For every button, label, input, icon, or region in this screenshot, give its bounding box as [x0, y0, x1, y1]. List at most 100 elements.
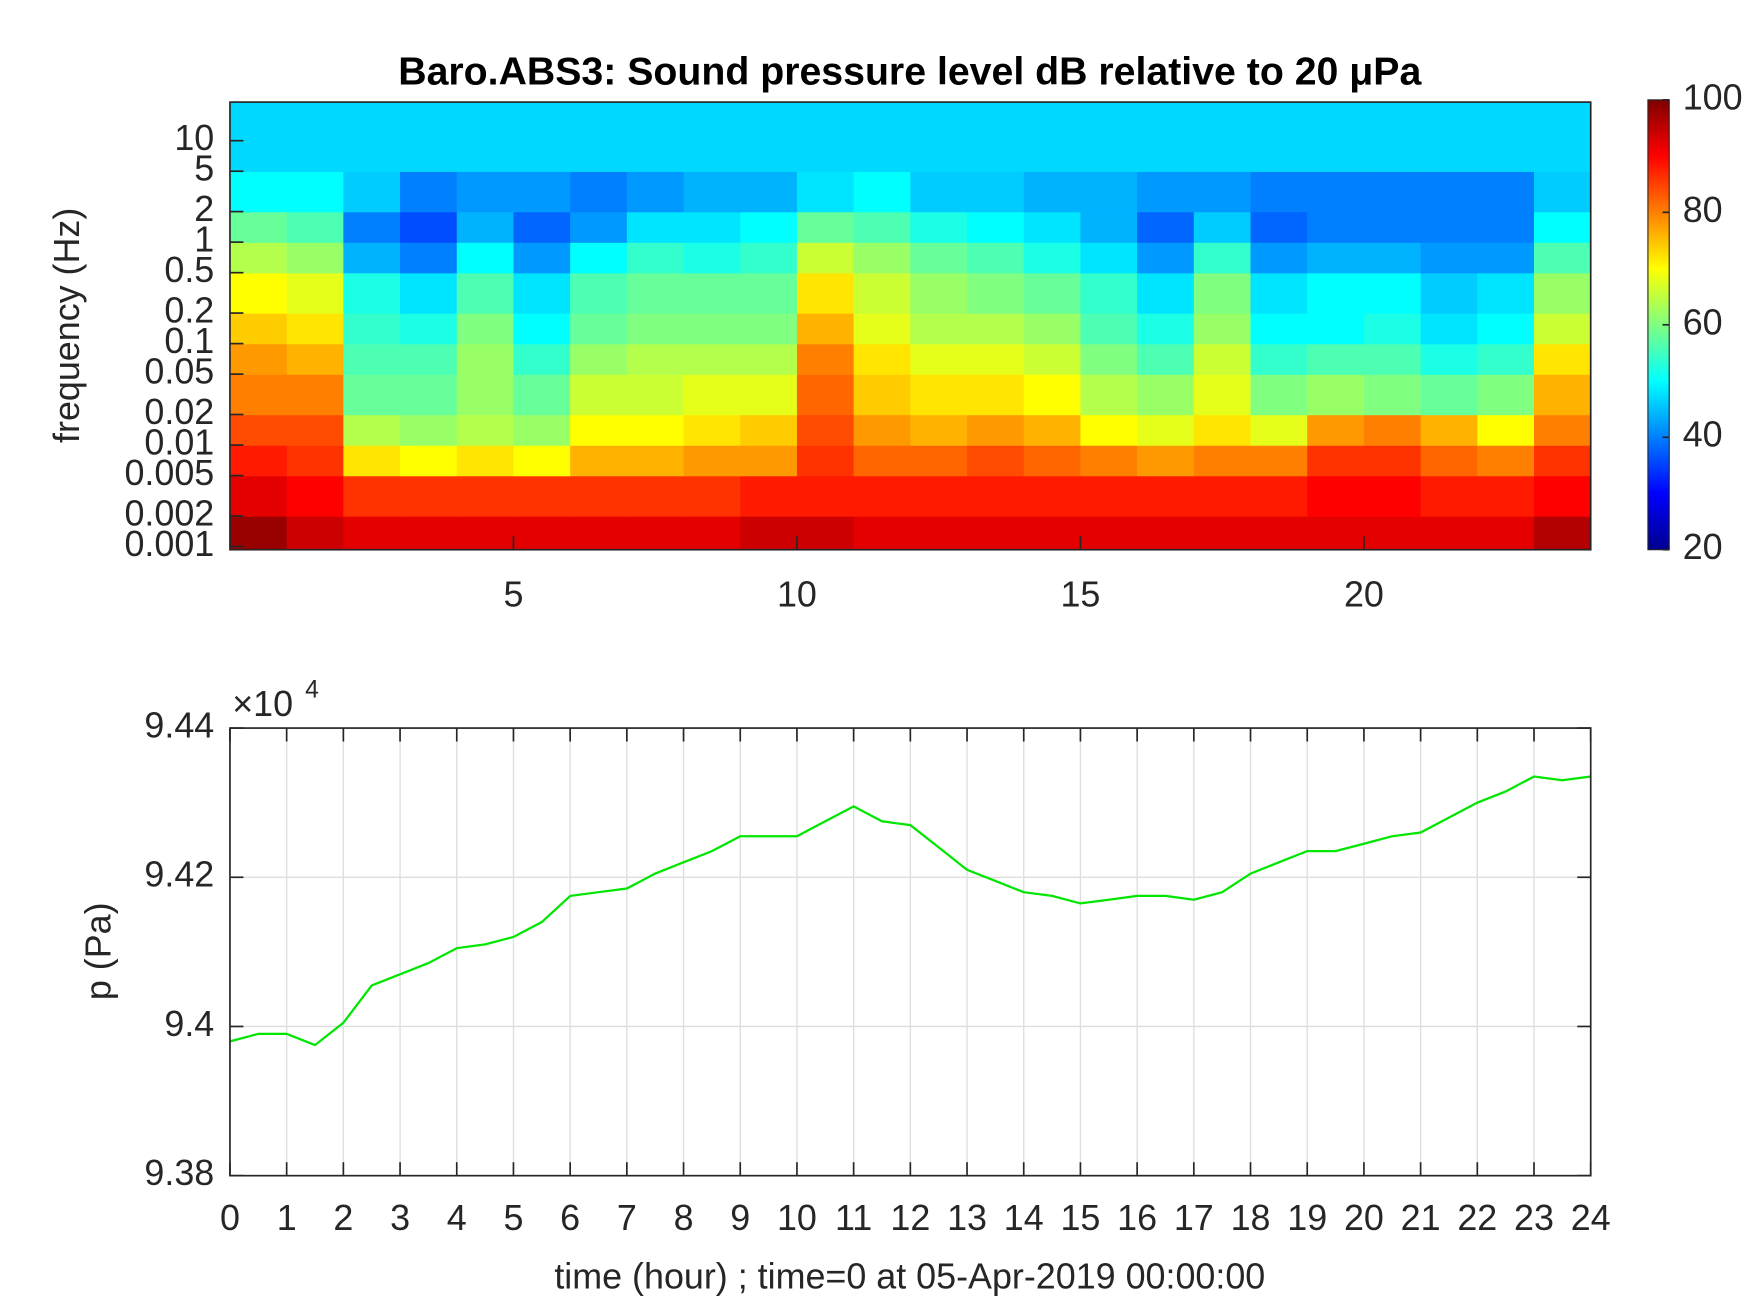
heatmap-cell: [1250, 313, 1308, 345]
heatmap-cell: [343, 445, 401, 477]
heatmap-cell: [1023, 272, 1082, 314]
heatmap-cell: [286, 272, 345, 314]
heatmap-cell: [343, 313, 401, 345]
x-tick-label: 12: [890, 1198, 930, 1238]
heatmap-cell: [626, 102, 685, 172]
heatmap-cell: [570, 102, 628, 172]
heatmap-cell: [1250, 475, 1308, 517]
heatmap-cell: [796, 445, 855, 477]
heatmap-cell: [853, 515, 912, 551]
heatmap-cell: [853, 313, 912, 345]
heatmap-cell: [1137, 102, 1195, 172]
y-axis-label: p (Pa): [78, 902, 118, 1000]
heatmap-cell: [1307, 414, 1365, 446]
x-tick-label: 0: [220, 1198, 240, 1238]
heatmap-cell: [570, 242, 628, 274]
heatmap-cell: [456, 515, 515, 551]
heatmap-cell: [1477, 445, 1535, 477]
heatmap-cell: [1420, 313, 1478, 345]
heatmap-cell: [456, 102, 515, 172]
heatmap-cell: [1363, 272, 1422, 314]
x-tick-label: 10: [777, 1198, 817, 1238]
heatmap-cell: [1420, 102, 1478, 172]
heatmap-cell: [286, 445, 345, 477]
heatmap-cell: [1307, 272, 1365, 314]
axis-exponent-power: 4: [305, 677, 319, 704]
heatmap-cell: [853, 475, 912, 517]
heatmap-cell: [626, 475, 685, 517]
heatmap-cell: [1363, 211, 1422, 243]
heatmap-cell: [1250, 414, 1308, 446]
heatmap-cell: [400, 414, 458, 446]
x-tick-label: 3: [390, 1198, 410, 1238]
heatmap-cell: [910, 414, 968, 446]
heatmap-cell: [1080, 211, 1138, 243]
heatmap-cell: [400, 102, 458, 172]
heatmap-cell: [570, 171, 628, 213]
heatmap-cell: [1193, 313, 1252, 345]
x-axis-label: time (hour) ; time=0 at 05-Apr-2019 00:0…: [554, 1256, 1265, 1296]
heatmap-cell: [967, 272, 1025, 314]
heatmap-cell: [683, 171, 741, 213]
heatmap-cell: [286, 374, 345, 416]
heatmap-cell: [1534, 445, 1592, 477]
heatmap-cell: [1137, 515, 1195, 551]
heatmap-cell: [910, 102, 968, 172]
heatmap-cell: [1137, 343, 1195, 375]
heatmap-cell: [229, 445, 288, 477]
heatmap-cell: [570, 445, 628, 477]
heatmap-cell: [513, 102, 571, 172]
heatmap-cell: [1477, 171, 1535, 213]
heatmap-cell: [967, 211, 1025, 243]
heatmap-cell: [400, 374, 458, 416]
heatmap-cell: [626, 313, 685, 345]
y-tick-label: 0.001: [124, 524, 214, 564]
heatmap-cell: [343, 242, 401, 274]
heatmap-cell: [1534, 374, 1592, 416]
heatmap-cell: [1477, 102, 1535, 172]
heatmap-cell: [1477, 374, 1535, 416]
x-tick-label: 20: [1344, 1198, 1384, 1238]
heatmap-cell: [1420, 272, 1478, 314]
x-tick-label: 23: [1514, 1198, 1554, 1238]
heatmap-cell: [1307, 515, 1365, 551]
heatmap-cell: [400, 272, 458, 314]
heatmap-cell: [1023, 475, 1082, 517]
heatmap-cell: [910, 313, 968, 345]
heatmap-cell: [1080, 242, 1138, 274]
heatmap-cell: [286, 475, 345, 517]
heatmap-cell: [1080, 313, 1138, 345]
heatmap-cell: [1193, 272, 1252, 314]
heatmap-cell: [1420, 414, 1478, 446]
y-tick-label: 2: [194, 189, 214, 229]
heatmap-cell: [229, 171, 288, 213]
heatmap-cell: [513, 211, 571, 243]
y-tick-label: 10: [174, 118, 214, 158]
heatmap-cell: [1307, 171, 1365, 213]
heatmap-cell: [683, 102, 741, 172]
heatmap-cell: [1023, 414, 1082, 446]
heatmap-cell: [683, 313, 741, 345]
heatmap-cell: [967, 171, 1025, 213]
heatmap-cell: [1250, 171, 1308, 213]
heatmap-cell: [400, 343, 458, 375]
heatmap-cell: [1477, 515, 1535, 551]
heatmap-cell: [1420, 211, 1478, 243]
heatmap-cell: [740, 171, 798, 213]
heatmap-cell: [1307, 343, 1365, 375]
heatmap-cell: [1307, 211, 1365, 243]
heatmap-cell: [1193, 515, 1252, 551]
heatmap-cell: [1420, 475, 1478, 517]
heatmap-cell: [229, 475, 288, 517]
heatmap-cell: [1307, 102, 1365, 172]
heatmap-cell: [456, 414, 515, 446]
heatmap-cell: [1534, 211, 1592, 243]
heatmap-cell: [853, 102, 912, 172]
heatmap-cell: [1307, 374, 1365, 416]
heatmap-cell: [796, 515, 855, 551]
heatmap-cell: [1363, 374, 1422, 416]
y-tick-label: 0.005: [124, 453, 214, 493]
heatmap-cell: [229, 102, 288, 172]
heatmap-cell: [1534, 515, 1592, 551]
heatmap-cell: [1080, 445, 1138, 477]
